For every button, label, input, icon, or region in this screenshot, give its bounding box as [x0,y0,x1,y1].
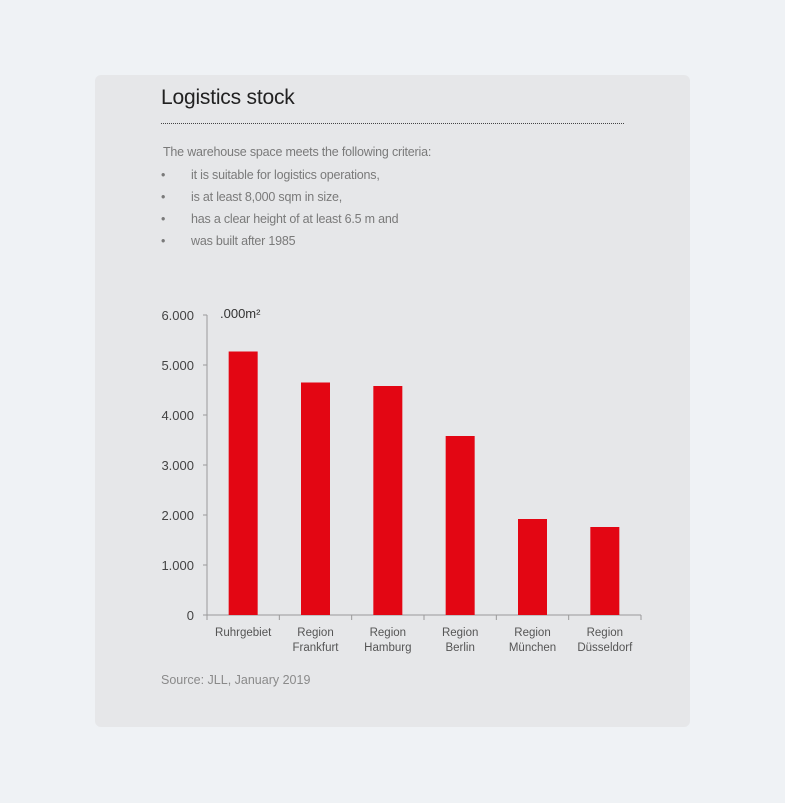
x-category-label-line: Region [587,627,623,639]
x-category-label: Region München [509,627,556,654]
bullet-icon: • [161,212,166,226]
bar [373,386,403,615]
x-category-label-line: Berlin [445,642,474,654]
criteria-item: • has a clear height of at least 6.5 m a… [161,210,399,232]
y-tick-label: 5.000 [161,358,194,373]
x-category-label: Region Hamburg [364,627,411,654]
criteria-text: has a clear height of at least 6.5 m and [191,212,399,226]
x-category-label-line: Region [370,627,406,639]
criteria-item: • is at least 8,000 sqm in size, [161,188,398,210]
unit-label: .000m² [220,306,261,321]
source-note: Source: JLL, January 2019 [161,673,311,687]
criteria-text: was built after 1985 [191,234,296,248]
bar [590,527,620,615]
criteria-text: it is suitable for logistics operations, [191,168,380,182]
criteria-text: is at least 8,000 sqm in size, [191,190,343,204]
y-tick-label: 0 [187,608,194,623]
x-category-label: Region Frankfurt [292,627,339,654]
title-divider [161,123,624,124]
x-category-label: Region Düsseldorf [577,627,633,654]
bullet-icon: • [161,168,166,182]
y-tick-label: 6.000 [161,308,194,323]
x-category-label-line: Region [297,627,333,639]
criteria-list: • it is suitable for logistics operation… [161,166,399,254]
y-tick-label: 2.000 [161,508,194,523]
x-category-label-line: Hamburg [364,642,411,654]
x-category-label-line: München [509,642,556,654]
x-category-label: Region Berlin [442,627,478,654]
x-category-label-line: Ruhrgebiet [215,627,272,639]
bullet-icon: • [161,234,166,248]
page-title: Logistics stock [161,86,295,109]
criteria-item: • it is suitable for logistics operation… [161,166,398,188]
x-category-label-line: Düsseldorf [577,642,633,654]
bar [301,382,330,615]
bar [518,519,547,615]
bullet-icon: • [161,190,166,204]
y-tick-label: 4.000 [161,408,194,423]
bar [445,436,475,615]
x-category-label-line: Frankfurt [292,642,339,654]
bar [228,351,258,615]
y-tick-label: 1.000 [161,558,194,573]
x-category-label-line: Region [514,627,550,639]
y-tick-label: 3.000 [161,458,194,473]
x-category-label-line: Region [442,627,478,639]
x-category-label: Ruhrgebiet [215,627,272,639]
criteria-intro: The warehouse space meets the following … [163,145,432,159]
criteria-item: • was built after 1985 [161,232,398,254]
